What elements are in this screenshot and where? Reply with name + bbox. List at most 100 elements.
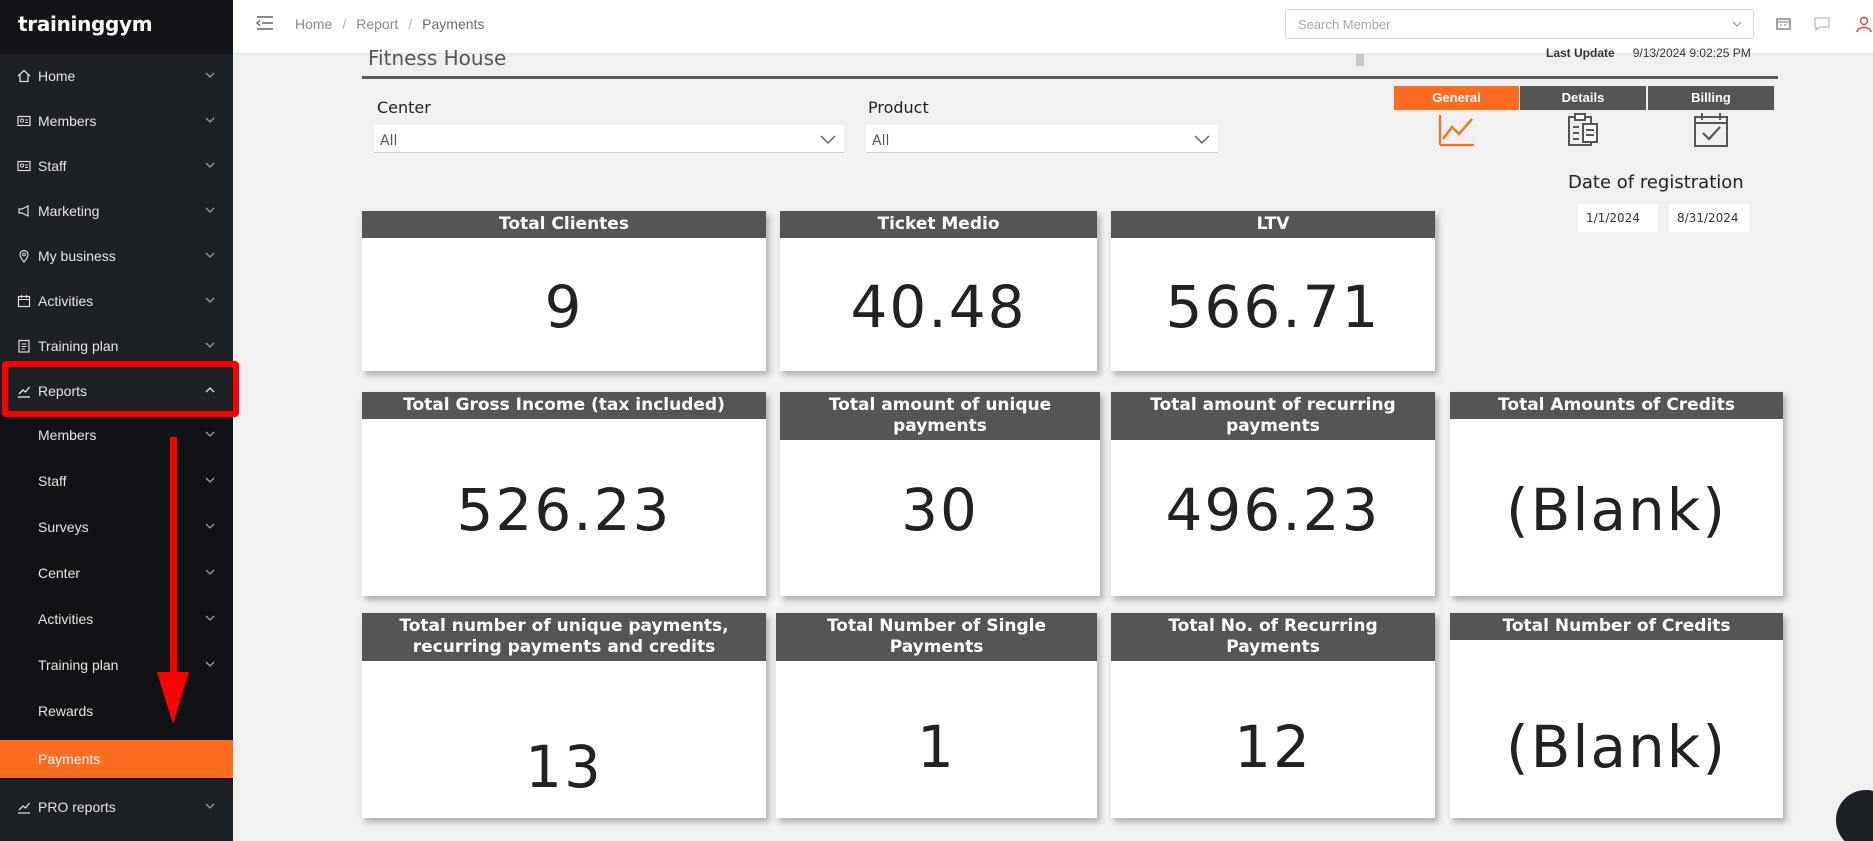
kpi-card-total-payments-count: Total number of unique payments, recurri… [362,613,766,818]
kpi-card-title: LTV [1111,211,1435,238]
kpi-card-recurring-payments-amount: Total amount of recurring payments 496.2… [1111,392,1435,596]
submenu-item-members[interactable]: Members [0,415,233,455]
sidebar-item-training-plan[interactable]: Training plan [0,326,233,366]
kpi-card-value: 526.23 [456,476,672,544]
calendar-check-icon[interactable] [1691,112,1731,148]
chevron-down-icon [205,803,215,809]
sidebar-item-label: Members [38,113,97,129]
sidebar-item-pro-reports[interactable]: PRO reports [0,787,233,827]
sidebar-item-label: My business [38,248,116,264]
kpi-card-title: Total Gross Income (tax included) [362,392,766,419]
submenu-item-payments[interactable]: Payments [0,740,233,778]
kpi-card-value: 496.23 [1165,476,1381,544]
kpi-card-value: 566.71 [1165,273,1381,341]
filter-product-value: All [872,133,890,149]
trend-chart-icon[interactable] [1437,112,1477,148]
annotation-highlight-box [2,361,239,417]
filter-center-value: All [380,133,398,149]
chat-launcher-button[interactable] [1836,790,1873,841]
tab-details[interactable]: Details [1520,86,1646,110]
kpi-card-value: 40.48 [850,273,1027,341]
sidebar-item-label: Activities [38,293,94,309]
user-avatar-icon[interactable] [1855,15,1873,33]
calendar-icon[interactable] [1775,15,1793,33]
kpi-card-title: Total Clientes [362,211,766,238]
filter-product-select[interactable]: All [866,125,1218,153]
sidebar-item-reports[interactable]: Reports [0,371,233,411]
menu-toggle-icon[interactable] [255,14,275,32]
chevron-down-icon[interactable] [1731,18,1743,30]
chart-line-icon [16,383,32,399]
sidebar-item-home[interactable]: Home [0,56,233,96]
kpi-card-single-payments-count: Total Number of Single Payments 1 [776,613,1097,818]
calendar-icon [16,293,32,309]
last-update-label: Last Update [1546,46,1615,60]
sidebar-item-label: Staff [38,158,67,174]
kpi-card-title: Total No. of Recurring Payments [1111,613,1435,661]
submenu-item-label: Staff [38,473,67,489]
date-from-input[interactable]: 1/1/2024 [1578,204,1658,232]
submenu-item-label: Payments [38,751,101,767]
chat-icon[interactable] [1813,15,1831,33]
sidebar: traininggym Home Members Staff Marketing… [0,0,233,841]
kpi-card-value: 1 [917,713,956,781]
chevron-down-icon [205,477,215,483]
location-pin-icon [16,248,32,264]
kpi-card-credits-amount: Total Amounts of Credits (Blank) [1450,392,1783,596]
submenu-item-staff[interactable]: Staff [0,461,233,501]
breadcrumb-home[interactable]: Home [295,16,333,32]
chevron-down-icon [205,342,215,348]
chevron-down-icon [205,117,215,123]
kpi-card-title: Total amount of recurring payments [1111,392,1435,440]
tab-billing[interactable]: Billing [1648,86,1774,110]
breadcrumb-current: Payments [422,16,485,32]
chevron-down-icon [820,135,836,144]
chevron-down-icon [205,661,215,667]
staff-icon [16,158,32,174]
submenu-item-training-plan[interactable]: Training plan [0,645,233,685]
clipboard-list-icon[interactable] [1563,112,1603,148]
submenu-item-center[interactable]: Center [0,553,233,593]
breadcrumb: Home / Report / Payments [295,16,484,32]
home-icon [16,68,32,84]
tab-general[interactable]: General [1394,86,1519,110]
breadcrumb-report[interactable]: Report [356,16,399,32]
kpi-card-recurring-payments-count: Total No. of Recurring Payments 12 [1111,613,1435,818]
filter-center-label: Center [377,98,431,117]
kpi-card-title: Ticket Medio [780,211,1097,238]
chevron-down-icon [205,615,215,621]
filter-product-label: Product [868,98,929,117]
kpi-card-total-gross-income: Total Gross Income (tax included) 526.23 [362,392,766,596]
kpi-card-ltv: LTV 566.71 [1111,211,1435,371]
filter-center-select[interactable]: All [374,125,844,153]
search-input[interactable] [1286,10,1706,38]
submenu-item-label: Surveys [38,519,89,535]
submenu-item-rewards[interactable]: Rewards [0,691,233,731]
sidebar-item-my-business[interactable]: My business [0,236,233,276]
payments-report: Fitness House Last Update 9/13/2024 9:02:… [362,46,1792,841]
sidebar-item-members[interactable]: Members [0,101,233,141]
members-icon [16,113,32,129]
clipboard-icon [16,338,32,354]
member-search[interactable] [1285,9,1754,39]
submenu-item-surveys[interactable]: Surveys [0,507,233,547]
date-to-input[interactable]: 8/31/2024 [1669,204,1749,232]
breadcrumb-separator: / [408,16,413,32]
app-logo[interactable]: traininggym [0,0,233,54]
submenu-item-label: Training plan [38,657,119,673]
kpi-card-title: Total amount of unique payments [780,392,1100,440]
kpi-card-title: Total Amounts of Credits [1450,392,1783,419]
submenu-item-label: Rewards [38,703,94,719]
submenu-item-label: Center [38,565,81,581]
kpi-card-value: 30 [901,476,979,544]
sidebar-item-activities[interactable]: Activities [0,281,233,321]
chevron-up-icon [205,387,215,393]
sidebar-item-marketing[interactable]: Marketing [0,191,233,231]
title-marker [1356,54,1364,66]
kpi-card-value: 13 [525,733,603,801]
chart-line-icon [16,799,32,815]
sidebar-item-staff[interactable]: Staff [0,146,233,186]
kpi-card-value: 9 [544,273,584,341]
submenu-item-activities[interactable]: Activities [0,599,233,639]
chevron-down-icon [205,523,215,529]
